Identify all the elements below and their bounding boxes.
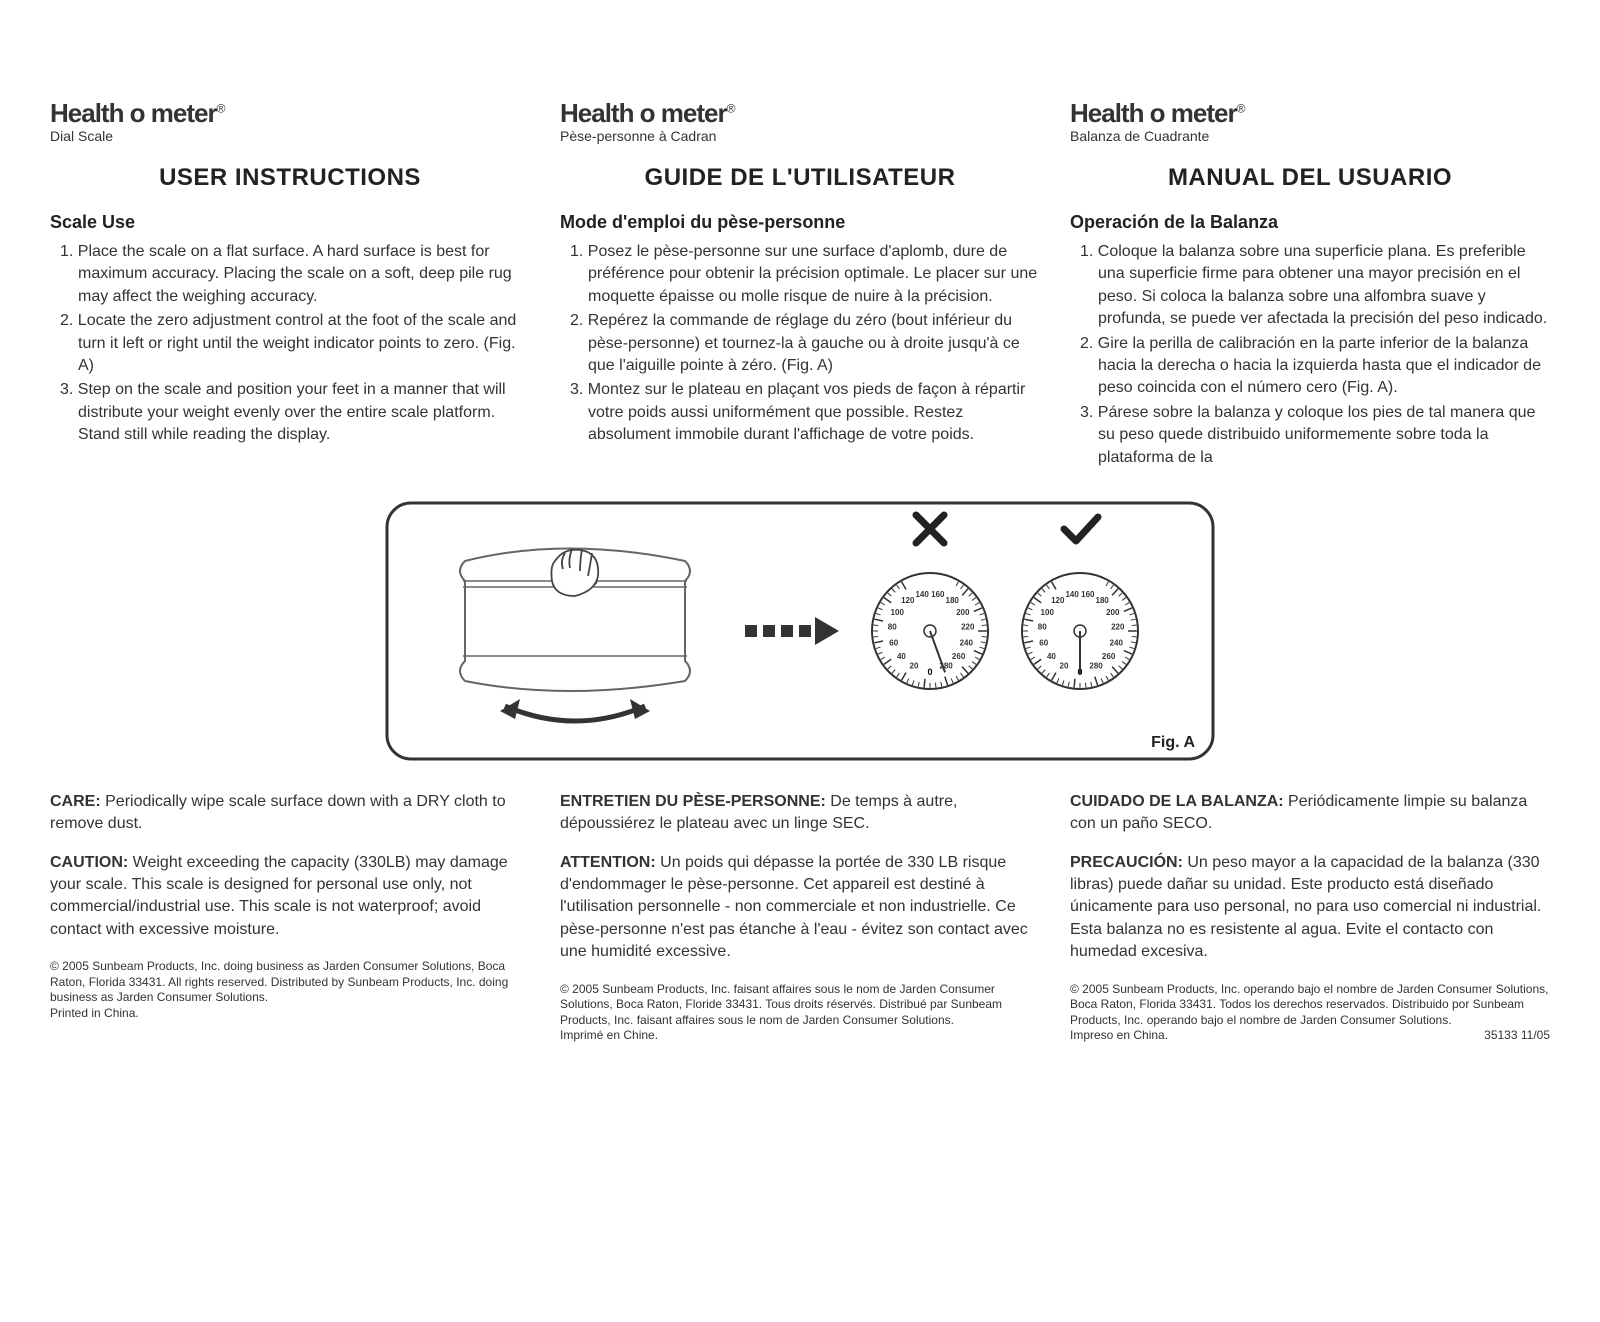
svg-text:60: 60: [889, 638, 898, 647]
instruction-list: 1. Place the scale on a flat surface. A …: [50, 241, 530, 447]
svg-text:80: 80: [888, 623, 897, 632]
figure-svg: 204060801001201401601802002202402602800 …: [385, 501, 1215, 761]
caution-label: ATTENTION:: [560, 854, 656, 871]
registered-mark: ®: [727, 101, 736, 115]
svg-text:200: 200: [956, 608, 970, 617]
bottom-spanish: CUIDADO DE LA BALANZA: Periódicamente li…: [1070, 791, 1550, 1044]
svg-text:260: 260: [952, 652, 966, 661]
main-heading: MANUAL DEL USUARIO: [1070, 164, 1550, 192]
bottom-columns: CARE: Periodically wipe scale surface do…: [50, 791, 1550, 1044]
svg-text:100: 100: [891, 608, 905, 617]
instruction-item: 2. Gire la perilla de calibración en la …: [1070, 333, 1550, 400]
svg-text:40: 40: [897, 652, 906, 661]
copyright: © 2005 Sunbeam Products, Inc. operando b…: [1070, 982, 1550, 1044]
section-heading: Scale Use: [50, 212, 530, 233]
svg-text:160: 160: [1081, 590, 1095, 599]
instruction-item: 3. Párese sobre la balanza y coloque los…: [1070, 402, 1550, 469]
printed-text: Imprimé en Chine.: [560, 1028, 658, 1042]
svg-text:100: 100: [1041, 608, 1055, 617]
svg-text:240: 240: [1110, 638, 1124, 647]
brand-logo: Health o meter®: [1070, 100, 1550, 126]
svg-text:20: 20: [909, 661, 918, 670]
care-paragraph: ENTRETIEN DU PÈSE-PERSONNE: De temps à a…: [560, 791, 1040, 836]
brand-text: Health o meter: [50, 98, 217, 128]
svg-text:60: 60: [1039, 638, 1048, 647]
product-subtitle: Dial Scale: [50, 128, 530, 144]
instruction-item: 1. Posez le pèse-personne sur une surfac…: [560, 241, 1040, 308]
copyright-text: © 2005 Sunbeam Products, Inc. doing busi…: [50, 959, 508, 1004]
care-text: Periodically wipe scale surface down wit…: [50, 793, 506, 832]
instruction-columns: Health o meter® Dial Scale USER INSTRUCT…: [50, 100, 1550, 471]
instruction-list: 1. Posez le pèse-personne sur une surfac…: [560, 241, 1040, 447]
instruction-item: 3. Step on the scale and position your f…: [50, 379, 530, 446]
svg-text:20: 20: [1059, 661, 1068, 670]
care-paragraph: CARE: Periodically wipe scale surface do…: [50, 791, 530, 836]
copyright-text: © 2005 Sunbeam Products, Inc. faisant af…: [560, 982, 1002, 1027]
svg-text:220: 220: [961, 623, 975, 632]
instruction-item: 1. Place the scale on a flat surface. A …: [50, 241, 530, 308]
column-french: Health o meter® Pèse-personne à Cadran G…: [560, 100, 1040, 471]
caution-paragraph: ATTENTION: Un poids qui dépasse la porté…: [560, 852, 1040, 964]
copyright-text: © 2005 Sunbeam Products, Inc. operando b…: [1070, 982, 1548, 1027]
instruction-item: 3. Montez sur le plateau en plaçant vos …: [560, 379, 1040, 446]
care-label: ENTRETIEN DU PÈSE-PERSONNE:: [560, 793, 826, 810]
printed-text: Impreso en China.: [1070, 1028, 1168, 1042]
registered-mark: ®: [1237, 101, 1246, 115]
svg-text:140: 140: [915, 590, 929, 599]
instruction-list: 1. Coloque la balanza sobre una superfic…: [1070, 241, 1550, 469]
care-label: CARE:: [50, 793, 101, 810]
svg-text:80: 80: [1038, 623, 1047, 632]
brand-logo: Health o meter®: [560, 100, 1040, 126]
caution-paragraph: CAUTION: Weight exceeding the capacity (…: [50, 852, 530, 942]
product-subtitle: Pèse-personne à Cadran: [560, 128, 1040, 144]
instruction-item: 2. Locate the zero adjustment control at…: [50, 310, 530, 377]
main-heading: GUIDE DE L'UTILISATEUR: [560, 164, 1040, 192]
care-label: CUIDADO DE LA BALANZA:: [1070, 793, 1284, 810]
svg-text:120: 120: [901, 596, 915, 605]
column-english: Health o meter® Dial Scale USER INSTRUCT…: [50, 100, 530, 471]
caution-label: CAUTION:: [50, 854, 128, 871]
part-number: 35133 11/05: [1484, 1028, 1550, 1044]
svg-text:0: 0: [927, 667, 932, 677]
svg-text:140: 140: [1065, 590, 1079, 599]
instruction-item: 1. Coloque la balanza sobre una superfic…: [1070, 241, 1550, 331]
product-subtitle: Balanza de Cuadrante: [1070, 128, 1550, 144]
svg-text:240: 240: [960, 638, 974, 647]
copyright: © 2005 Sunbeam Products, Inc. faisant af…: [560, 982, 1040, 1044]
instruction-item: 2. Repérez la commande de réglage du zér…: [560, 310, 1040, 377]
brand-text: Health o meter: [1070, 98, 1237, 128]
caution-paragraph: PRECAUCIÓN: Un peso mayor a la capacidad…: [1070, 852, 1550, 964]
brand-text: Health o meter: [560, 98, 727, 128]
section-heading: Mode d'emploi du pèse-personne: [560, 212, 1040, 233]
svg-text:120: 120: [1051, 596, 1065, 605]
svg-text:220: 220: [1111, 623, 1125, 632]
svg-text:160: 160: [931, 590, 945, 599]
brand-logo: Health o meter®: [50, 100, 530, 126]
figure-label: Fig. A: [1151, 734, 1195, 751]
figure-a: 204060801001201401601802002202402602800 …: [50, 501, 1550, 761]
caution-label: PRECAUCIÓN:: [1070, 854, 1183, 871]
main-heading: USER INSTRUCTIONS: [50, 164, 530, 192]
printed-text: Printed in China.: [50, 1006, 139, 1020]
svg-text:280: 280: [1089, 661, 1103, 670]
registered-mark: ®: [217, 101, 226, 115]
care-paragraph: CUIDADO DE LA BALANZA: Periódicamente li…: [1070, 791, 1550, 836]
column-spanish: Health o meter® Balanza de Cuadrante MAN…: [1070, 100, 1550, 471]
bottom-french: ENTRETIEN DU PÈSE-PERSONNE: De temps à a…: [560, 791, 1040, 1044]
svg-text:180: 180: [1096, 596, 1110, 605]
svg-text:260: 260: [1102, 652, 1116, 661]
section-heading: Operación de la Balanza: [1070, 212, 1550, 233]
svg-text:180: 180: [946, 596, 960, 605]
copyright: © 2005 Sunbeam Products, Inc. doing busi…: [50, 959, 530, 1021]
bottom-english: CARE: Periodically wipe scale surface do…: [50, 791, 530, 1044]
svg-text:200: 200: [1106, 608, 1120, 617]
svg-text:40: 40: [1047, 652, 1056, 661]
